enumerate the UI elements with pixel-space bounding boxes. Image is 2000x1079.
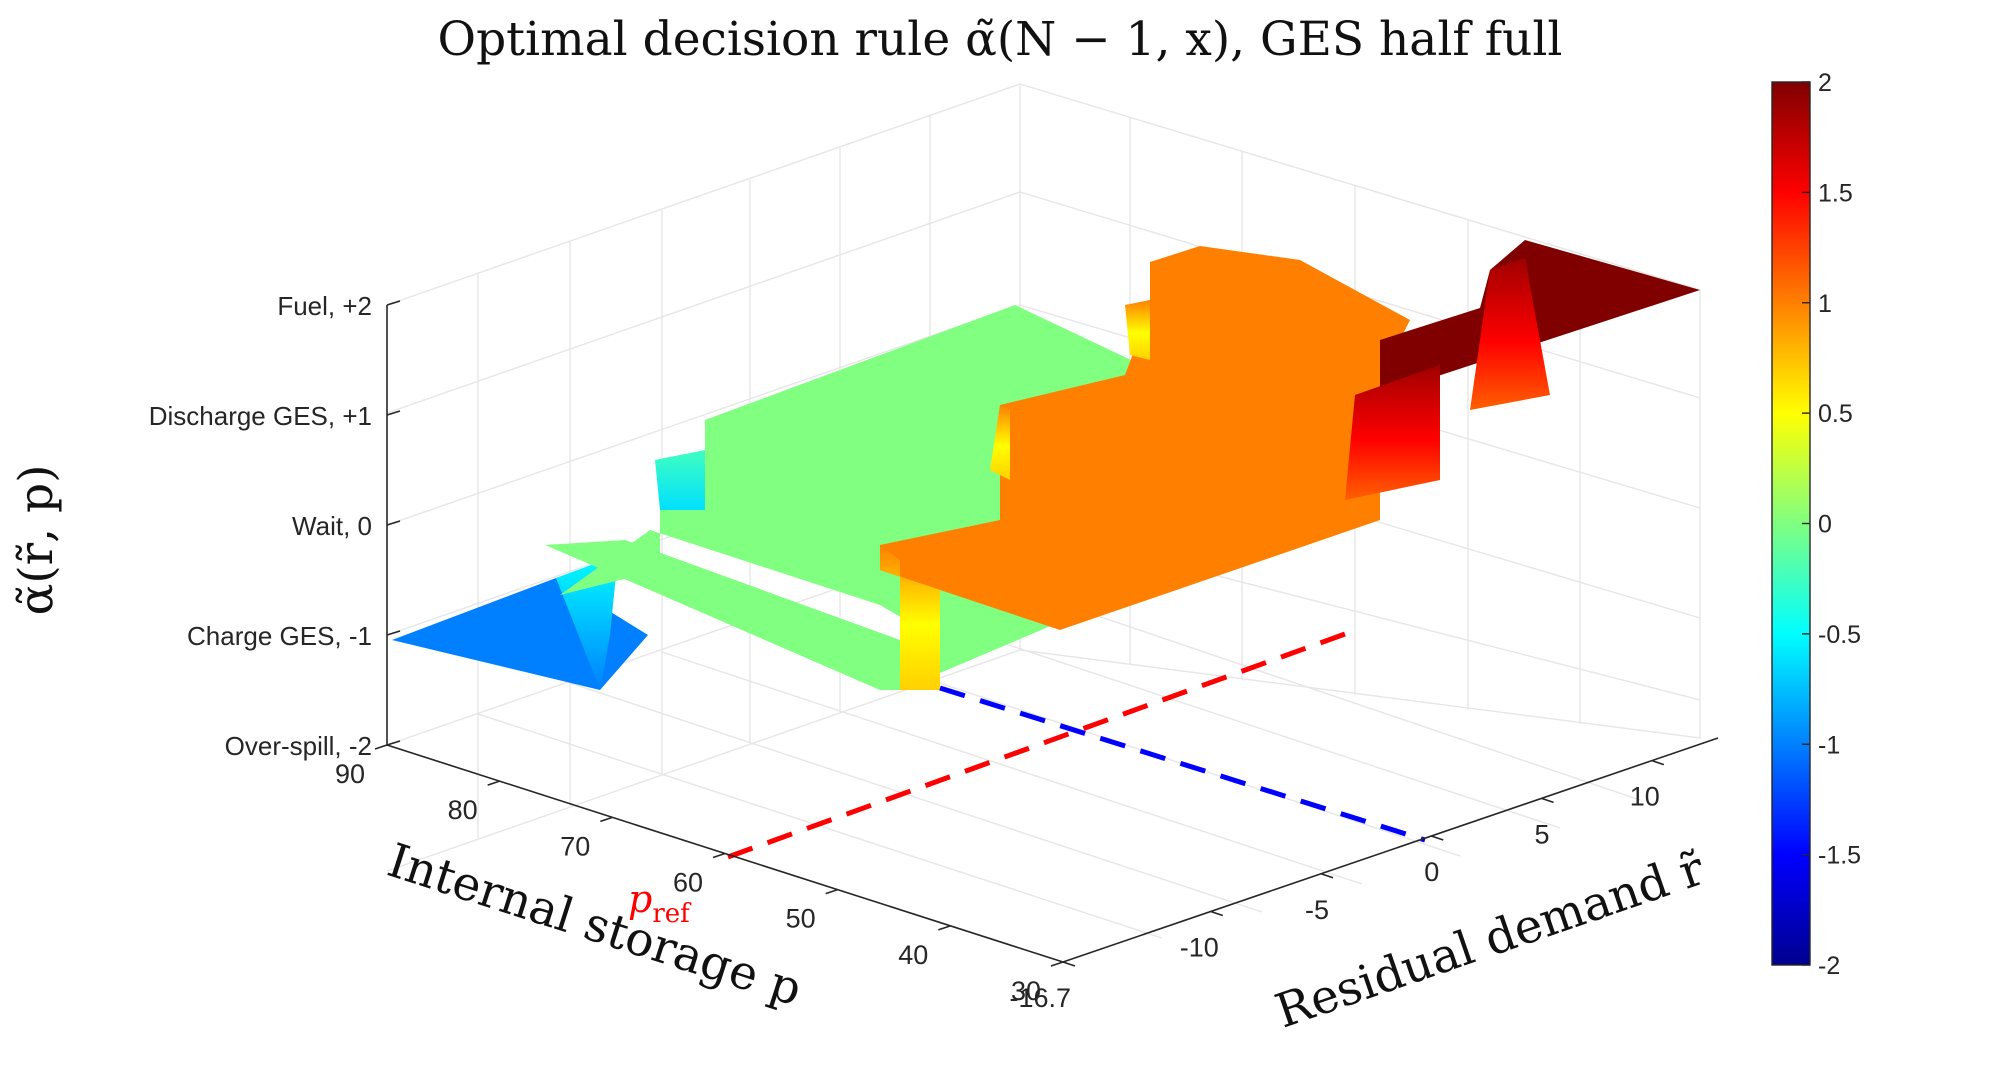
region-wait-cyan-step [655,450,705,510]
colorbar-tick-label: 0 [1818,511,1832,539]
z-tick-mark [386,630,401,636]
y-tick-mark [938,925,951,931]
x-axis-label: Residual demand r̃ [1269,841,1712,1039]
y-tick-label: 90 [335,759,365,789]
x-tick-label: -16.7 [1009,983,1071,1013]
z-tick-mark [386,410,401,416]
z-tick-mark [386,520,401,526]
z-tick-label: Fuel, +2 [277,291,372,321]
z-tick-label: Wait, 0 [292,511,372,541]
y-tick-mark [1050,961,1064,967]
step-discharge-to-fuel [1345,365,1440,500]
y-axis-label: Internal storage p [381,833,808,1017]
z-axis-label: α̃(r̃, p) [9,465,64,616]
x-tick-mark [1210,910,1224,917]
r-zero-dashed-line [939,685,1426,843]
x-tick-mark [1320,872,1334,879]
x-axis-line [1062,737,1719,963]
colorbar-tick-label: -2 [1818,952,1840,980]
region-wait-front-edge [545,540,900,690]
step-wait-to-discharge-upper [990,405,1010,480]
colorbar-tick-label: 0.5 [1818,400,1853,428]
z-axis-ticks: Over-spill, -2 Charge GES, -1 Wait, 0 Disch… [149,291,401,761]
p-ref-dashed-line [727,631,1346,860]
colorbar-tick-label: 1.5 [1818,179,1853,207]
y-tick-mark [374,744,388,750]
y-tick-label: 30 [1011,976,1041,1006]
y-tick-mark [712,852,726,859]
x-tick-label: -5 [1305,895,1329,925]
z-tick-label: Discharge GES, +1 [149,401,372,431]
x-tick-label: -10 [1180,932,1219,962]
x-tick-mark [1062,961,1076,967]
y-axis-ticks: 30 40 50 60 70 80 90 [335,744,1064,1006]
region-fuel [1380,240,1700,395]
x-tick-mark [1651,759,1665,766]
step-wait-to-discharge-top [1125,300,1150,360]
colorbar-tick-label: 1 [1818,290,1832,318]
y-tick-label: 70 [560,831,590,861]
y-tick-mark [487,780,500,786]
x-tick-mark [1541,797,1554,804]
x-tick-label: 10 [1630,782,1660,812]
y-tick-mark [600,816,613,823]
colorbar-tick-label: -1 [1818,731,1840,759]
step-discharge-to-fuel-back [1470,258,1550,410]
x-tick-mark [1431,835,1444,841]
reference-lines [727,631,1426,860]
y-tick-label: 60 [673,868,703,898]
y-tick-label: 50 [786,904,816,934]
x-tick-label: 5 [1535,819,1550,849]
region-discharge-ges [880,246,1410,630]
z-tick-label: Charge GES, -1 [187,621,372,651]
colorbar-tick-label: -0.5 [1818,621,1861,649]
colorbar-tick-label: -1.5 [1818,842,1861,870]
colorbar: -2 -1.5 -1 -0.5 0 0.5 1 1.5 2 [1771,69,1861,980]
colorbar-tick-label: 2 [1818,69,1832,97]
y-tick-label: 40 [898,940,928,970]
y-tick-label: 80 [448,795,478,825]
decision-surface [392,240,1700,690]
z-tick-mark [386,740,401,746]
colorbar-ticks: -2 -1.5 -1 -0.5 0 0.5 1 1.5 2 [1802,69,1861,980]
x-tick-label: 0 [1424,857,1439,887]
x-axis-ticks: -16.7 -10 -5 0 5 10 [1009,759,1665,1013]
y-tick-mark [825,888,838,895]
step-wait-to-discharge [880,545,940,690]
z-tick-mark [386,300,401,306]
chart-title: Optimal decision rule α̃(N − 1, x), GES … [438,12,1563,67]
z-tick-label: Over-spill, -2 [225,731,372,761]
